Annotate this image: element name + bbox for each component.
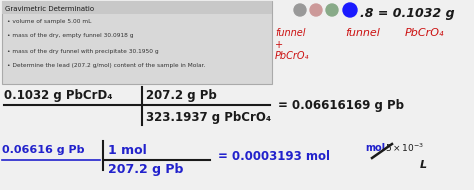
FancyBboxPatch shape bbox=[2, 1, 272, 84]
Text: $5\times10^{-3}$: $5\times10^{-3}$ bbox=[385, 142, 424, 154]
Circle shape bbox=[310, 4, 322, 16]
Circle shape bbox=[343, 3, 357, 17]
Text: +: + bbox=[275, 40, 283, 50]
Text: mol: mol bbox=[365, 143, 385, 153]
Text: • Determine the lead (207.2 g/mol) content of the sample in Molar.: • Determine the lead (207.2 g/mol) conte… bbox=[7, 63, 205, 69]
Text: L: L bbox=[420, 160, 427, 170]
Text: = 0.06616169 g Pb: = 0.06616169 g Pb bbox=[278, 100, 404, 112]
Text: 0.06616 g Pb: 0.06616 g Pb bbox=[2, 145, 84, 155]
Text: 207.2 g Pb: 207.2 g Pb bbox=[146, 89, 217, 101]
FancyBboxPatch shape bbox=[2, 1, 272, 14]
Text: • mass of the dry funnel with precipitate 30.1950 g: • mass of the dry funnel with precipitat… bbox=[7, 48, 159, 54]
Circle shape bbox=[326, 4, 338, 16]
Text: PbCrO₄: PbCrO₄ bbox=[405, 28, 445, 38]
Text: 323.1937 g PbCrO₄: 323.1937 g PbCrO₄ bbox=[146, 111, 271, 124]
Text: PbCrO₄: PbCrO₄ bbox=[275, 51, 310, 61]
Text: 0.1032 g PbCrD₄: 0.1032 g PbCrD₄ bbox=[4, 89, 112, 101]
Text: 207.2 g Pb: 207.2 g Pb bbox=[108, 164, 183, 177]
Text: = 0.0003193 mol: = 0.0003193 mol bbox=[218, 150, 330, 162]
Text: • mass of the dry, empty funnel 30.0918 g: • mass of the dry, empty funnel 30.0918 … bbox=[7, 33, 134, 39]
Circle shape bbox=[294, 4, 306, 16]
Text: funnel: funnel bbox=[275, 28, 306, 38]
Text: funnel: funnel bbox=[345, 28, 380, 38]
Text: • volume of sample 5.00 mL: • volume of sample 5.00 mL bbox=[7, 18, 91, 24]
Text: .8 = 0.1032 g: .8 = 0.1032 g bbox=[360, 6, 455, 20]
Text: Gravimetric Determinatio: Gravimetric Determinatio bbox=[5, 6, 94, 12]
Text: 1 mol: 1 mol bbox=[108, 143, 147, 157]
